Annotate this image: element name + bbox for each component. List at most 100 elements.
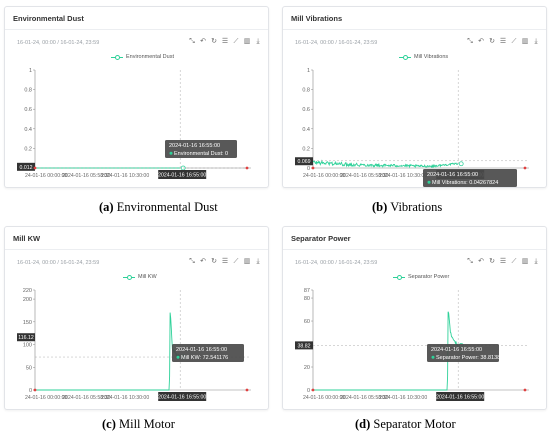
tooltip-time: 2024-01-16 16:55:00 <box>169 143 220 149</box>
pointer-y-label: 38.82 <box>298 343 311 349</box>
line-chart-icon[interactable]: ⟋ <box>511 258 517 265</box>
restore-icon[interactable]: ↻ <box>489 258 495 265</box>
x-tick-label: 24-01-16 00:00:00 <box>25 173 68 179</box>
bar-chart-icon[interactable]: ▥ <box>243 38 251 45</box>
pointer-y-label: 0.069 <box>298 159 311 165</box>
y-tick-label: 60 <box>304 319 310 325</box>
axis-marker <box>33 166 37 170</box>
panel-title: Mill Vibrations <box>291 14 343 23</box>
y-tick-label: 0.8 <box>24 88 32 94</box>
tooltip-swatch <box>176 355 180 359</box>
axis-marker <box>523 388 527 392</box>
date-range: 16-01-24, 00:00 / 16-01-24, 23:59 <box>295 40 378 46</box>
caption-a: (a) Environmental Dust <box>99 200 218 215</box>
chart-panel-mill-vibrations: Mill Vibrations 16-01-24, 00:00 / 16-01-… <box>282 6 547 188</box>
y-tick-label: 20 <box>304 365 310 371</box>
chart-panel-mill-kw: Mill KW 16-01-24, 00:00 / 16-01-24, 23:5… <box>4 226 269 410</box>
zoom-icon[interactable]: ⤡ <box>189 258 195 265</box>
legend[interactable]: Mill KW <box>123 274 157 280</box>
series-line <box>313 311 459 391</box>
y-tick-label: 87 <box>304 288 310 294</box>
legend[interactable]: Separator Power <box>393 274 449 280</box>
restore-icon[interactable]: ↻ <box>211 38 217 45</box>
chart-toolbar: ⤡ ↶ ↻ ☰ ⟋ ▥ ⤓ <box>466 258 540 266</box>
x-tick-label: 2024-01-16 10:30:00 <box>101 173 149 179</box>
y-tick-label: 1 <box>307 68 310 74</box>
restore-icon[interactable]: ↻ <box>211 258 217 265</box>
axis-marker <box>245 388 249 392</box>
y-tick-label: 0.8 <box>302 88 310 94</box>
chart-panel-separator-power: Separator Power 16-01-24, 00:00 / 16-01-… <box>282 226 547 410</box>
zoom-reset-icon[interactable]: ↶ <box>200 258 206 265</box>
tooltip-value: Environmental Dust: 0 <box>174 151 228 157</box>
tooltip-box <box>427 344 499 362</box>
axis-marker <box>245 166 249 170</box>
tooltip-box <box>165 140 237 158</box>
x-tick-label: 2024-01-16 10:30:00 <box>379 395 427 401</box>
y-tick-label: 0 <box>307 166 310 172</box>
zoom-reset-icon[interactable]: ↶ <box>200 38 206 45</box>
legend[interactable]: Mill Vibrations <box>399 54 448 60</box>
data-view-icon[interactable]: ☰ <box>221 258 229 265</box>
panel-title: Environmental Dust <box>13 14 84 23</box>
download-icon[interactable]: ⤓ <box>534 38 538 45</box>
zoom-icon[interactable]: ⤡ <box>189 38 195 45</box>
download-icon[interactable]: ⤓ <box>256 258 260 265</box>
data-view-icon[interactable]: ☰ <box>499 258 507 265</box>
legend[interactable]: Environmental Dust <box>111 54 174 60</box>
y-tick-label: 0.6 <box>302 107 310 113</box>
download-icon[interactable]: ⤓ <box>256 38 260 45</box>
data-view-icon[interactable]: ☰ <box>499 38 507 45</box>
x-tick-label: 2024-01-16 05:58:30 <box>340 395 388 401</box>
bar-chart-icon[interactable]: ▥ <box>243 258 251 265</box>
caption-letter: (c) <box>102 417 116 431</box>
y-tick-label: 200 <box>23 297 32 303</box>
download-icon[interactable]: ⤓ <box>534 258 538 265</box>
chart-svg[interactable]: 10.80.60.40.2024-01-16 00:00:002024-01-1… <box>283 7 546 187</box>
x-tick-label: 24-01-16 00:00:00 <box>25 395 68 401</box>
axis-marker <box>311 166 315 170</box>
caption-d: (d) Separator Motor <box>355 417 456 432</box>
tooltip-time: 2024-01-16 16:55:00 <box>176 347 227 353</box>
y-tick-label: 220 <box>23 288 32 294</box>
date-range: 16-01-24, 00:00 / 16-01-24, 23:59 <box>295 260 378 266</box>
x-tick-label: 2024-01-16 05:58:30 <box>62 173 110 179</box>
tooltip-swatch <box>431 355 435 359</box>
date-range: 16-01-24, 00:00 / 16-01-24, 23:59 <box>17 260 100 266</box>
caption-text: Environmental Dust <box>116 200 218 214</box>
legend-swatch <box>111 54 123 60</box>
zoom-icon[interactable]: ⤡ <box>467 258 473 265</box>
data-view-icon[interactable]: ☰ <box>221 38 229 45</box>
line-chart-icon[interactable]: ⟋ <box>233 38 239 45</box>
caption-letter: (d) <box>355 417 371 431</box>
legend-label: Environmental Dust <box>126 54 174 60</box>
bar-chart-icon[interactable]: ▥ <box>521 38 529 45</box>
x-tick-label: 2024-01-16 10:30:00 <box>379 173 427 179</box>
zoom-reset-icon[interactable]: ↶ <box>478 38 484 45</box>
line-chart-icon[interactable]: ⟋ <box>511 38 517 45</box>
pointer-y-box <box>17 333 35 342</box>
chart-svg[interactable]: 10.80.60.40.2024-01-16 00:00:002024-01-1… <box>5 7 268 187</box>
zoom-icon[interactable]: ⤡ <box>467 38 473 45</box>
x-tick-label: 2024-01-16 05:58:30 <box>62 395 110 401</box>
chart-toolbar: ⤡ ↶ ↻ ☰ ⟋ ▥ ⤓ <box>188 258 262 266</box>
caption-letter: (a) <box>99 200 114 214</box>
legend-swatch <box>399 54 411 60</box>
x-tick-label: 2024-01-16 05:58:30 <box>340 173 388 179</box>
date-range: 16-01-24, 00:00 / 16-01-24, 23:59 <box>17 40 100 46</box>
tooltip-value: Mill Vibrations: 0.04267824 <box>432 180 498 186</box>
tooltip-box <box>172 344 244 362</box>
series-line <box>312 159 459 169</box>
legend-swatch <box>393 274 405 280</box>
bar-chart-icon[interactable]: ▥ <box>521 258 529 265</box>
restore-icon[interactable]: ↻ <box>489 38 495 45</box>
tooltip-swatch <box>427 180 431 184</box>
tooltip-swatch <box>169 151 173 155</box>
caption-text: Mill Motor <box>119 417 175 431</box>
pointer-x-label: 2024-01-16 16:55:00 <box>158 395 206 401</box>
zoom-reset-icon[interactable]: ↶ <box>478 258 484 265</box>
line-chart-icon[interactable]: ⟋ <box>233 258 239 265</box>
tooltip-value: Separator Power: 38.81387 <box>436 355 503 361</box>
